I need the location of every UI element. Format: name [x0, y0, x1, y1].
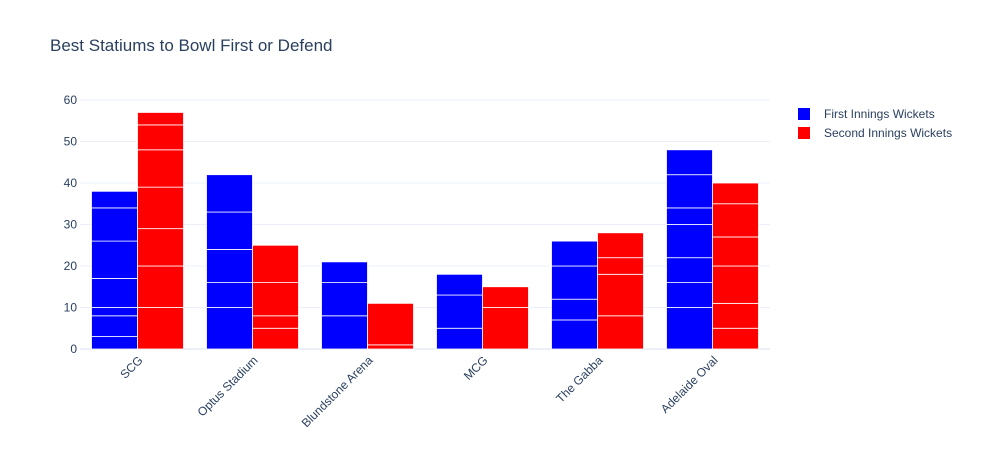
bar[interactable] [137, 112, 184, 350]
bar-segment [206, 211, 253, 250]
bar-segment [321, 282, 368, 317]
bar-segment [321, 315, 368, 350]
bar-segment [666, 149, 713, 176]
x-tick-label: Blundstone Arena [299, 353, 376, 430]
bar-segment [712, 182, 759, 205]
bar-segment [551, 240, 598, 267]
bar[interactable] [321, 261, 368, 350]
bar-segment [91, 315, 138, 337]
bar-segment [436, 294, 483, 329]
bar-segment [712, 265, 759, 304]
bar-segment [321, 261, 368, 284]
legend-swatch [798, 108, 810, 120]
bar-segment [91, 278, 138, 308]
bar-segment [137, 149, 184, 188]
bar-segment [91, 190, 138, 209]
chart-title: Best Statiums to Bowl First or Defend [50, 36, 333, 55]
bar-segment [206, 174, 253, 213]
legend-label: First Innings Wickets [824, 107, 935, 121]
x-tick-label: MCG [461, 353, 491, 383]
bar-segment [206, 307, 253, 350]
bar-segment [551, 298, 598, 321]
bar-segment [666, 224, 713, 259]
bar-segment [666, 282, 713, 308]
bar-segment [137, 307, 184, 350]
bar-segment [436, 273, 483, 296]
bar-segment [137, 112, 184, 126]
bar-segment [666, 207, 713, 225]
bar[interactable] [252, 244, 299, 350]
y-tick-label: 40 [64, 176, 78, 190]
bar-segment [91, 307, 138, 317]
bar-segment [367, 344, 414, 350]
bar-segment [252, 244, 299, 283]
legend-label: Second Innings Wickets [824, 126, 952, 140]
legend-item[interactable]: Second Innings Wickets [798, 126, 952, 140]
bar-segment [206, 282, 253, 308]
bar-segment [597, 273, 644, 317]
bar-segment [666, 307, 713, 350]
bar-segment [91, 240, 138, 279]
y-tick-label: 30 [64, 218, 78, 232]
bar-segment [137, 186, 184, 230]
bar-segment [91, 207, 138, 242]
bar-segment [137, 124, 184, 151]
bar[interactable] [712, 182, 759, 350]
bar-segment [551, 265, 598, 300]
bar-segment [137, 228, 184, 267]
bar-segment [666, 257, 713, 284]
bar[interactable] [91, 190, 138, 350]
bar-segment [712, 327, 759, 350]
x-tick-label: Adelaide Oval [658, 353, 721, 416]
x-tick-label: Optus Stadium [195, 353, 261, 419]
bar[interactable] [597, 232, 644, 350]
bar-segment [597, 257, 644, 275]
bar-segment [252, 282, 299, 317]
bar-segment [91, 336, 138, 350]
x-axis-tick-labels: SCG Optus Stadium Blundstone Arena MCG The G… [117, 353, 720, 430]
legend-swatch [798, 127, 810, 139]
bar[interactable] [436, 273, 483, 350]
x-tick-label: SCG [117, 353, 145, 381]
legend-item[interactable]: First Innings Wickets [798, 107, 935, 121]
bar-segment [206, 248, 253, 283]
bars [91, 112, 759, 350]
bar-segment [666, 174, 713, 209]
legend[interactable]: First Innings Wickets Second Innings Wick… [798, 107, 952, 140]
bar[interactable] [551, 240, 598, 350]
bar[interactable] [666, 149, 713, 350]
y-tick-label: 50 [64, 135, 78, 149]
y-tick-label: 0 [70, 342, 77, 356]
y-tick-label: 10 [64, 301, 78, 315]
bar-segment [367, 302, 414, 346]
bar-segment [712, 203, 759, 238]
bar[interactable] [367, 302, 414, 350]
bar-segment [252, 327, 299, 350]
bar[interactable] [206, 174, 253, 350]
bar-segment [482, 286, 529, 308]
y-axis-tick-labels: 0 10 20 30 40 50 60 [64, 93, 78, 356]
bar[interactable] [482, 286, 529, 350]
bar-segment [712, 302, 759, 329]
bar-segment [597, 232, 644, 259]
bar-segment [712, 236, 759, 267]
x-tick-label: The Gabba [553, 353, 606, 406]
bar-segment [436, 327, 483, 350]
y-tick-label: 20 [64, 259, 78, 273]
bar-segment [252, 315, 299, 329]
y-gridlines [80, 99, 770, 350]
y-tick-label: 60 [64, 93, 78, 107]
bar-segment [482, 307, 529, 350]
bar-segment [597, 315, 644, 350]
bar-segment [551, 319, 598, 350]
bar-segment [137, 265, 184, 308]
